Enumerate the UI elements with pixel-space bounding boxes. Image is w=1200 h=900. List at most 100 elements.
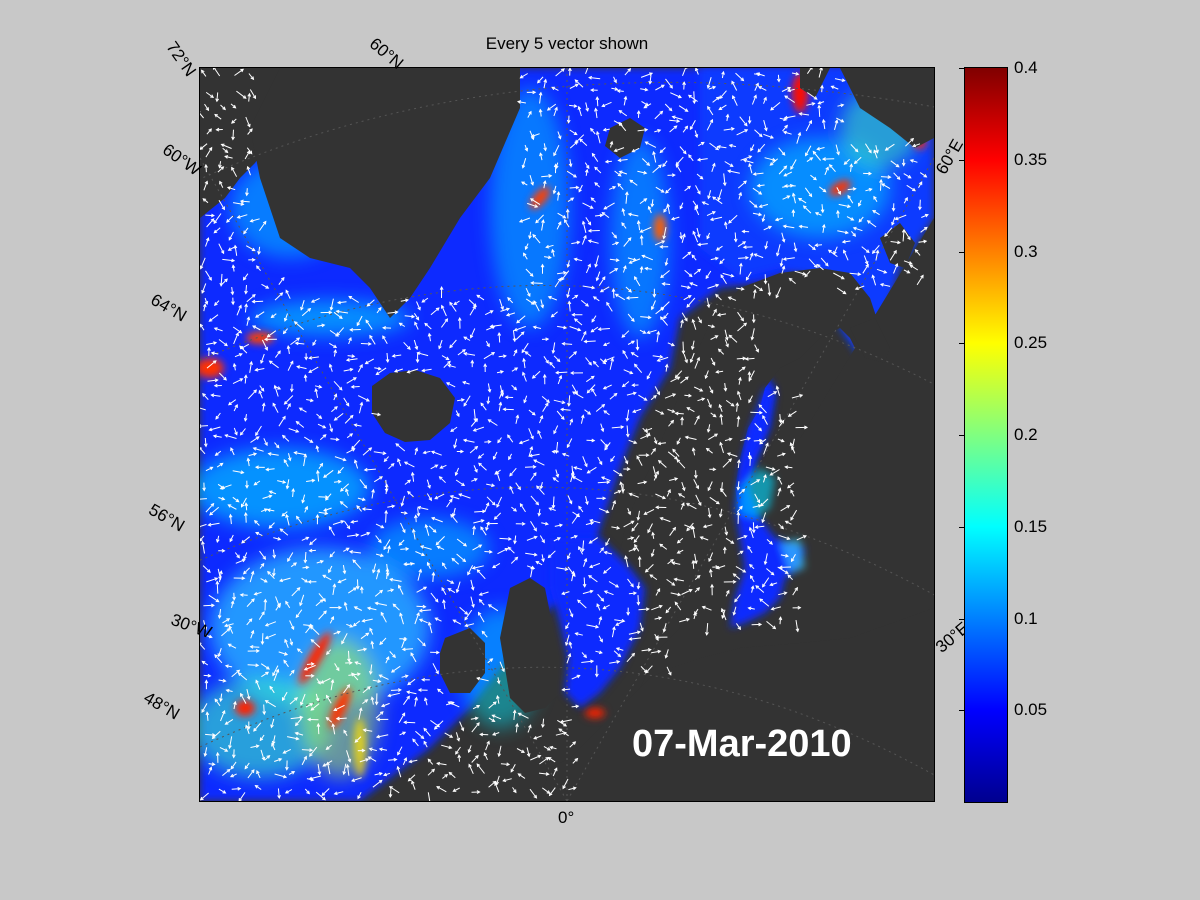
vector-arrow	[374, 367, 381, 370]
vector-arrow	[219, 746, 228, 752]
vector-arrow	[542, 718, 545, 728]
vector-arrowhead	[255, 679, 259, 684]
vector-arrow	[571, 384, 578, 394]
vector-arrow	[675, 370, 683, 378]
vector-arrowhead	[208, 318, 213, 322]
vector-arrow	[654, 240, 665, 246]
vector-arrow	[671, 216, 680, 220]
vector-arrow	[340, 501, 348, 508]
vector-arrowhead	[464, 616, 468, 621]
vector-arrow	[654, 386, 660, 395]
vector-arrowhead	[322, 763, 327, 767]
vector-arrow	[414, 697, 418, 707]
vector-arrow	[582, 540, 585, 552]
vector-arrow	[274, 442, 280, 449]
vector-arrowhead	[784, 124, 789, 129]
vector-arrow	[472, 526, 475, 536]
vector-arrow	[397, 746, 403, 755]
vector-arrowhead	[384, 483, 389, 488]
vector-arrowhead	[261, 402, 266, 407]
vector-arrowhead	[871, 274, 876, 279]
vector-arrow	[654, 111, 663, 120]
vector-arrowhead	[240, 470, 245, 475]
vector-arrow	[598, 328, 610, 330]
vector-arrowhead	[501, 668, 505, 673]
vector-arrowhead	[587, 263, 591, 268]
vector-arrow	[731, 81, 738, 91]
vector-arrow	[399, 613, 404, 625]
colorbar-tick-label: 0.25	[1014, 333, 1048, 353]
vector-arrowhead	[421, 368, 426, 373]
vector-arrow	[233, 404, 238, 412]
vector-arrowhead	[738, 376, 742, 381]
vector-arrowhead	[765, 442, 769, 447]
vector-arrowhead	[659, 543, 664, 548]
vector-arrow	[388, 692, 400, 697]
vector-arrow	[426, 479, 431, 489]
vector-arrowhead	[571, 570, 575, 575]
vector-arrowhead	[574, 79, 579, 84]
vector-arrowhead	[247, 92, 252, 97]
vector-arrow	[200, 425, 209, 427]
vector-arrow	[200, 324, 205, 331]
vector-arrowhead	[405, 298, 410, 303]
vector-arrow	[706, 119, 713, 131]
vector-arrow	[604, 590, 614, 596]
vector-arrowhead	[435, 670, 439, 675]
vector-arrow	[694, 206, 700, 216]
vector-arrowhead	[585, 165, 590, 170]
vector-arrowhead	[206, 569, 211, 573]
vector-arrow	[738, 489, 745, 495]
vector-arrowhead	[616, 660, 621, 664]
vector-arrowhead	[778, 419, 783, 424]
vector-arrowhead	[380, 703, 385, 708]
vector-arrowhead	[614, 293, 619, 298]
vector-arrow	[719, 404, 723, 412]
vector-arrowhead	[625, 433, 630, 438]
vector-arrowhead	[239, 199, 244, 204]
vector-arrow	[612, 288, 615, 299]
vector-arrowhead	[395, 443, 400, 447]
vector-arrowhead	[352, 559, 357, 564]
vector-arrowhead	[462, 349, 466, 353]
vector-arrow	[226, 215, 234, 223]
vector-arrow	[796, 535, 807, 541]
vector-arrow	[260, 749, 265, 761]
vector-arrow	[735, 623, 741, 630]
vector-arrow	[468, 745, 472, 753]
vector-arrow	[385, 510, 387, 523]
vector-arrow	[805, 120, 812, 132]
vector-arrow	[782, 195, 790, 200]
vector-arrowhead	[417, 306, 421, 311]
vector-arrowhead	[537, 754, 542, 759]
vector-arrow	[736, 403, 738, 412]
vector-arrow	[486, 483, 495, 487]
vector-arrow	[510, 764, 516, 773]
vector-arrowhead	[295, 614, 300, 619]
vector-arrowhead	[828, 163, 833, 168]
vector-arrowhead	[636, 455, 640, 460]
vector-arrow	[213, 435, 222, 438]
vector-arrow	[277, 788, 280, 799]
vector-arrow	[895, 214, 907, 220]
vector-arrow	[390, 578, 402, 582]
vector-arrow	[372, 679, 381, 683]
vector-arrowhead	[335, 667, 340, 672]
vector-arrowhead	[599, 638, 603, 643]
vector-arrowhead	[476, 705, 481, 709]
vector-arrowhead	[523, 399, 527, 404]
vector-arrow	[385, 484, 388, 495]
vector-arrow	[387, 546, 390, 554]
vector-arrow	[617, 183, 624, 191]
vector-arrow	[334, 456, 346, 461]
vector-arrow	[259, 734, 265, 741]
vector-arrow	[214, 698, 221, 707]
vector-arrow	[644, 508, 655, 515]
vector-arrowhead	[813, 176, 817, 181]
vector-arrowhead	[573, 104, 578, 108]
vector-arrowhead	[487, 439, 492, 444]
vector-arrowhead	[904, 197, 908, 201]
vector-arrow	[915, 249, 921, 256]
vector-arrowhead	[518, 440, 523, 445]
vector-arrowhead	[252, 95, 257, 100]
